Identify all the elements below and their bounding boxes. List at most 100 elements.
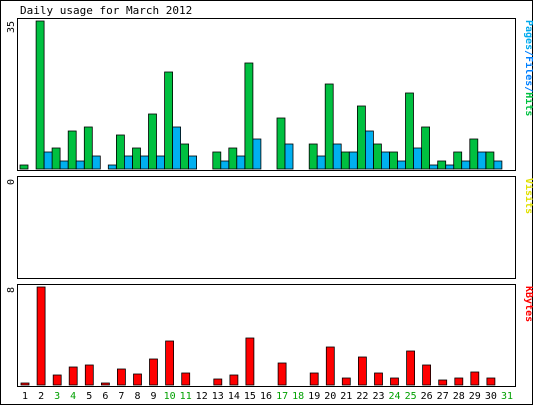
bar-kbytes-day-5	[84, 364, 94, 386]
bar-pages-day-7	[124, 155, 133, 170]
panel-hits-files-pages: 35 Pages/Files/Hits	[6, 18, 533, 171]
bar-pages-day-19	[316, 155, 326, 170]
bar-kbytes-day-30	[486, 377, 496, 386]
day-label: 22	[356, 391, 368, 402]
chart-title: Daily usage for March 2012	[20, 4, 192, 17]
bar-pages-day-9	[156, 155, 165, 170]
bar-hits-day-29	[469, 138, 479, 170]
bar-hits-day-11	[180, 143, 190, 170]
legend-entry: /	[523, 50, 533, 56]
day-label: 30	[485, 391, 497, 402]
bar-kbytes-day-6	[101, 382, 110, 386]
series-hits	[19, 20, 495, 170]
bar-hits-day-28	[453, 151, 463, 170]
day-label: 29	[469, 391, 481, 402]
day-label: 23	[372, 391, 384, 402]
legend-entry: /	[523, 86, 533, 92]
legend-entry: KBytes	[523, 286, 533, 322]
bar-hits-day-22	[356, 105, 366, 170]
day-label: 16	[260, 391, 272, 402]
bar-kbytes-day-11	[181, 372, 191, 386]
panel-frame	[17, 176, 516, 279]
bar-kbytes-day-24	[390, 377, 399, 386]
bar-kbytes-day-3	[52, 374, 62, 386]
day-label: 5	[86, 391, 92, 402]
day-label: 20	[324, 391, 336, 402]
y-max-label: 0	[6, 179, 17, 185]
chart-panels: 35 Pages/Files/Hits 0 Visits 8 KBytes	[6, 18, 533, 387]
day-label: 27	[437, 391, 449, 402]
bar-pages-day-4	[75, 160, 85, 170]
y-max-label: 35	[6, 21, 17, 33]
day-label: 24	[388, 391, 400, 402]
legend-hits-files-pages: Pages/Files/Hits	[523, 20, 533, 116]
day-label: 31	[501, 391, 513, 402]
day-label: 6	[102, 391, 108, 402]
bar-pages-day-8	[140, 155, 149, 170]
bar-kbytes-day-17	[277, 362, 287, 386]
bar-kbytes-day-22	[357, 356, 367, 386]
legend-entry: Visits	[523, 178, 533, 214]
bar-kbytes-day-13	[213, 378, 223, 386]
day-label: 2	[38, 391, 44, 402]
legend-kbytes: KBytes	[523, 286, 533, 322]
bar-pages-day-24	[397, 160, 406, 170]
bar-pages-day-29	[477, 151, 487, 170]
bar-hits-day-15	[244, 62, 254, 170]
day-label: 19	[308, 391, 320, 402]
day-label: 7	[118, 391, 124, 402]
day-label: 17	[276, 391, 288, 402]
bar-kbytes-day-19	[309, 372, 319, 386]
bar-kbytes-day-9	[149, 358, 158, 386]
bar-hits-day-14	[228, 147, 238, 170]
bar-kbytes-day-28	[454, 377, 464, 386]
bar-kbytes-day-15	[245, 337, 255, 386]
day-label: 21	[340, 391, 352, 402]
bar-kbytes-day-1	[20, 382, 30, 386]
bar-hits-day-7	[116, 134, 125, 170]
bar-pages-day-25	[413, 147, 422, 170]
bar-hits-day-21	[340, 151, 350, 170]
bar-pages-day-11	[188, 155, 198, 170]
bar-pages-day-30	[493, 160, 503, 170]
legend-visits: Visits	[523, 178, 533, 214]
panel-frame	[17, 18, 516, 171]
day-label: 14	[228, 391, 240, 402]
day-label: 18	[292, 391, 304, 402]
day-label: 13	[212, 391, 224, 402]
bar-pages-day-5	[91, 155, 101, 170]
y-max-label: 8	[6, 287, 17, 293]
legend-entry: Hits	[523, 92, 533, 116]
series-kbytes	[20, 286, 496, 386]
panel-visits: 0 Visits	[6, 176, 533, 279]
day-label: 3	[54, 391, 60, 402]
day-label: 28	[453, 391, 465, 402]
bar-hits-day-27	[437, 160, 447, 170]
panel-kbytes: 8 KBytes	[6, 284, 533, 387]
bar-hits-day-10	[164, 71, 174, 170]
bar-pages-day-21	[348, 151, 358, 170]
day-label: 4	[70, 391, 76, 402]
bar-kbytes-day-20	[325, 346, 335, 386]
bar-pages-day-26	[429, 164, 439, 170]
bar-hits-day-30	[485, 151, 495, 170]
bar-kbytes-day-26	[422, 364, 432, 386]
bar-kbytes-day-7	[117, 368, 126, 386]
bar-pages-day-23	[380, 151, 390, 170]
bar-hits-day-1	[19, 164, 29, 170]
bar-pages-day-27	[445, 164, 455, 170]
bar-kbytes-day-8	[133, 373, 142, 386]
bar-pages-day-15	[252, 138, 262, 170]
bar-pages-day-13	[220, 160, 230, 170]
day-label: 10	[164, 391, 176, 402]
bar-pages-day-22	[364, 130, 374, 170]
bar-pages-day-20	[332, 143, 342, 170]
bar-hits-day-3	[51, 147, 61, 170]
bar-hits-day-24	[389, 151, 398, 170]
bar-pages-day-3	[59, 160, 69, 170]
bar-kbytes-day-21	[341, 377, 351, 386]
bar-kbytes-day-29	[470, 371, 480, 386]
bar-kbytes-day-2	[36, 286, 46, 386]
